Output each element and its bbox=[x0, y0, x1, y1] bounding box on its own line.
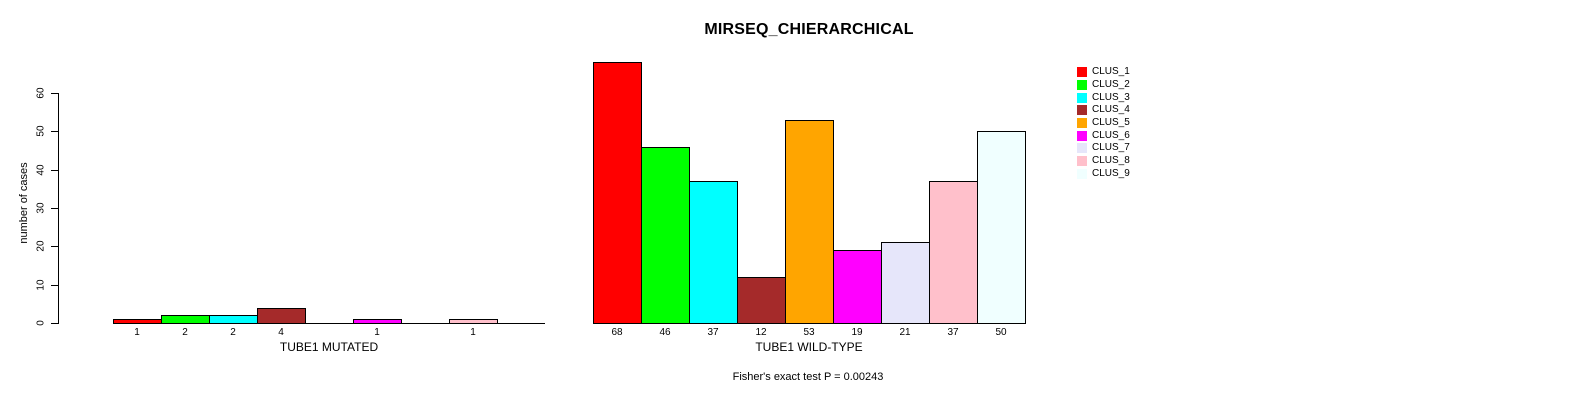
bar-clus_2 bbox=[641, 147, 690, 324]
legend-item: CLUS_1 bbox=[1077, 66, 1130, 79]
bar-value-label: 1 bbox=[134, 327, 140, 338]
legend-item: CLUS_8 bbox=[1077, 155, 1130, 168]
bar-clus_4 bbox=[737, 277, 786, 324]
y-tick-label: 30 bbox=[35, 202, 47, 214]
bar-clus_6 bbox=[833, 250, 882, 324]
legend-item: CLUS_9 bbox=[1077, 168, 1130, 181]
y-tick-mark bbox=[51, 208, 58, 209]
legend-item: CLUS_5 bbox=[1077, 117, 1130, 130]
y-axis-label: number of cases bbox=[18, 162, 30, 244]
legend-item: CLUS_4 bbox=[1077, 104, 1130, 117]
y-tick-label: 50 bbox=[35, 125, 47, 137]
y-tick-mark bbox=[51, 131, 58, 133]
bar-clus_8 bbox=[449, 319, 498, 324]
y-tick-label: 40 bbox=[35, 164, 47, 176]
legend-swatch bbox=[1077, 130, 1087, 141]
legend-swatch bbox=[1077, 168, 1087, 179]
legend-swatch bbox=[1077, 80, 1087, 91]
y-tick-mark bbox=[51, 169, 58, 171]
y-tick-label: 20 bbox=[35, 240, 47, 252]
legend-swatch bbox=[1077, 118, 1087, 129]
bar-clus_3 bbox=[209, 315, 258, 324]
bar-value-label: 50 bbox=[995, 327, 1007, 338]
legend: CLUS_1 CLUS_2 CLUS_3 CLUS_4 CLUS_5 CLUS_6 CLUS… bbox=[1077, 66, 1130, 180]
bar-value-label: 53 bbox=[803, 327, 815, 338]
fisher-test-annotation: Fisher's exact test P = 0.00243 bbox=[732, 371, 884, 383]
legend-swatch bbox=[1077, 92, 1087, 103]
legend-item: CLUS_7 bbox=[1077, 142, 1130, 155]
legend-item-label: CLUS_5 bbox=[1092, 117, 1130, 129]
bar-clus_4 bbox=[257, 308, 306, 324]
legend-item-label: CLUS_9 bbox=[1092, 167, 1130, 179]
y-tick-mark bbox=[51, 93, 58, 94]
bar-value-label: 46 bbox=[659, 327, 671, 338]
legend-item-label: CLUS_2 bbox=[1092, 79, 1130, 91]
bar-value-label: 12 bbox=[755, 327, 767, 338]
x-axis-label-wildtype: TUBE1 WILD-TYPE bbox=[755, 340, 863, 354]
y-tick-mark bbox=[51, 284, 58, 286]
bar-value-label: 2 bbox=[230, 327, 236, 338]
bar-clus_6 bbox=[353, 319, 402, 324]
bar-value-label: 1 bbox=[470, 327, 476, 338]
bar-value-label: 68 bbox=[611, 327, 623, 338]
legend-item: CLUS_6 bbox=[1077, 129, 1130, 142]
bar-value-label: 37 bbox=[947, 327, 959, 338]
bar-clus_5 bbox=[785, 120, 834, 324]
legend-swatch bbox=[1077, 105, 1087, 116]
bar-clus_2 bbox=[161, 315, 210, 324]
legend-item-label: CLUS_6 bbox=[1092, 129, 1130, 141]
legend-item-label: CLUS_4 bbox=[1092, 104, 1130, 116]
legend-swatch bbox=[1077, 67, 1087, 78]
legend-swatch bbox=[1077, 156, 1087, 167]
bar-value-label: 37 bbox=[707, 327, 719, 338]
legend-item-label: CLUS_3 bbox=[1092, 91, 1130, 103]
legend-swatch bbox=[1077, 143, 1087, 154]
bar-clus_1 bbox=[593, 62, 642, 324]
bar-value-label: 2 bbox=[182, 327, 188, 338]
bar-value-label: 21 bbox=[899, 327, 911, 338]
legend-item-label: CLUS_8 bbox=[1092, 155, 1130, 167]
bar-value-label: 4 bbox=[278, 327, 284, 338]
legend-item-label: CLUS_1 bbox=[1092, 66, 1130, 78]
bar-clus_3 bbox=[689, 181, 738, 324]
legend-item: CLUS_2 bbox=[1077, 79, 1130, 92]
bar-clus_9 bbox=[977, 131, 1026, 324]
y-tick-label: 0 bbox=[35, 320, 47, 326]
bar-clus_1 bbox=[113, 319, 162, 324]
bar-value-label: 19 bbox=[851, 327, 863, 338]
legend-item-label: CLUS_7 bbox=[1092, 142, 1130, 154]
bar-clus_7 bbox=[881, 242, 930, 324]
x-axis-label-mutated: TUBE1 MUTATED bbox=[279, 340, 379, 354]
legend-item: CLUS_3 bbox=[1077, 91, 1130, 104]
bar-clus_8 bbox=[929, 181, 978, 324]
y-tick-mark bbox=[51, 246, 58, 248]
y-tick-mark bbox=[51, 323, 58, 324]
chart-title: MIRSEQ_CHIERARCHICAL bbox=[704, 21, 914, 38]
y-axis-line bbox=[58, 93, 59, 324]
y-tick-label: 10 bbox=[35, 279, 47, 291]
x-axis-line bbox=[113, 323, 545, 324]
y-tick-label: 60 bbox=[35, 87, 47, 99]
bar-value-label: 1 bbox=[374, 327, 380, 338]
